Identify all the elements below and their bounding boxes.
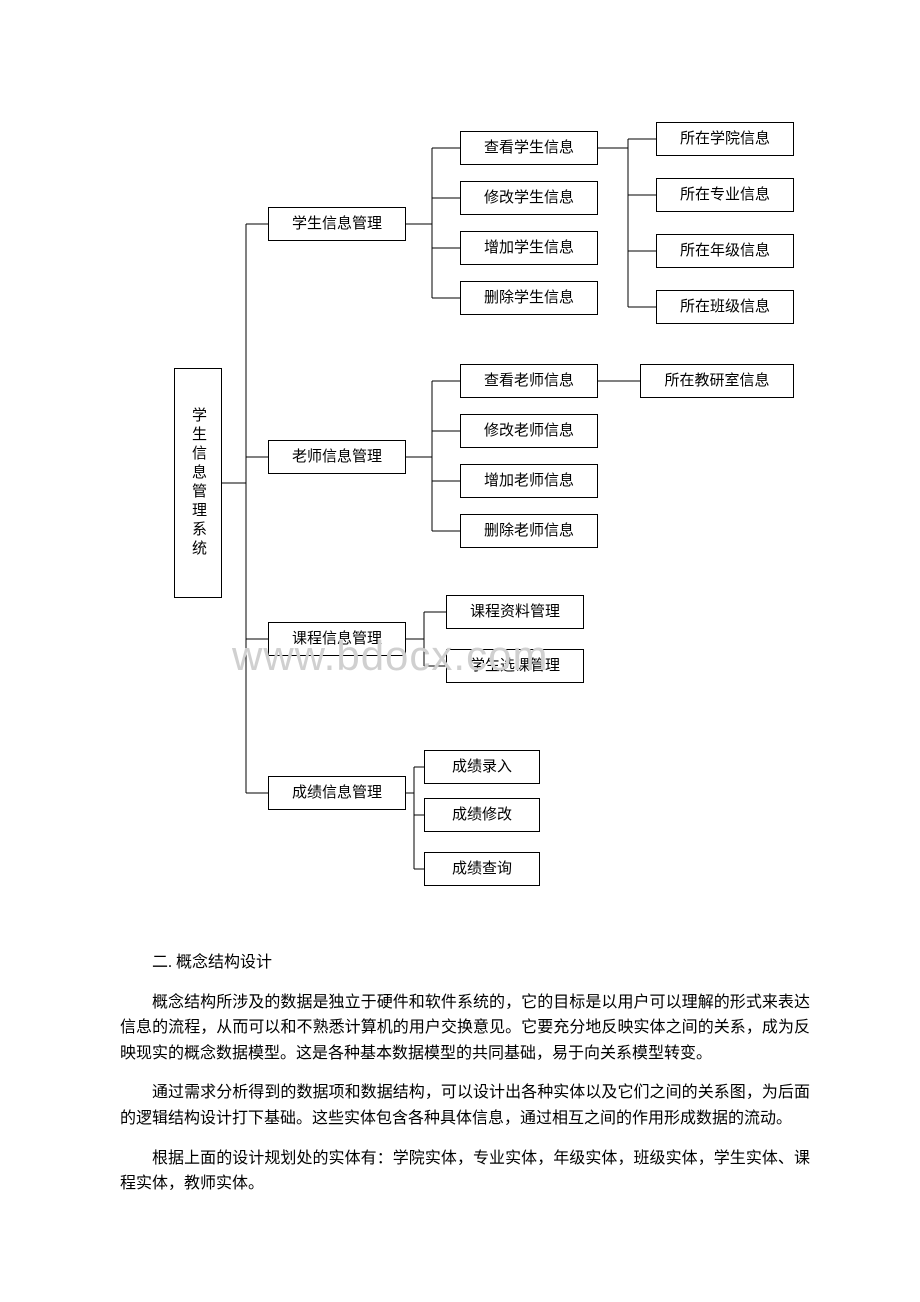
node-s2d: 删除老师信息 <box>460 514 598 548</box>
node-s3b: 学生选课管理 <box>446 649 584 683</box>
node-m4: 成绩信息管理 <box>268 776 406 810</box>
node-label: 学生信息管理系统 <box>189 407 207 559</box>
node-s2b: 修改老师信息 <box>460 414 598 448</box>
node-label: 所在专业信息 <box>680 186 770 204</box>
node-d1: 所在学院信息 <box>656 122 794 156</box>
node-s4c: 成绩查询 <box>424 852 540 886</box>
node-label: 所在教研室信息 <box>664 372 769 390</box>
node-m1: 学生信息管理 <box>268 207 406 241</box>
node-s4a: 成绩录入 <box>424 750 540 784</box>
node-m2: 老师信息管理 <box>268 440 406 474</box>
node-label: 学生信息管理 <box>292 215 382 233</box>
node-label: 查看老师信息 <box>484 372 574 390</box>
node-d3: 所在年级信息 <box>656 234 794 268</box>
node-s2a: 查看老师信息 <box>460 364 598 398</box>
node-root: 学生信息管理系统 <box>174 368 222 598</box>
body-paragraph: 概念结构所涉及的数据是独立于硬件和软件系统的，它的目标是以用户可以理解的形式来表… <box>120 990 810 1067</box>
node-label: 所在年级信息 <box>680 242 770 260</box>
node-s2c: 增加老师信息 <box>460 464 598 498</box>
node-label: 课程资料管理 <box>470 603 560 621</box>
node-label: 删除老师信息 <box>484 522 574 540</box>
node-s1d: 删除学生信息 <box>460 281 598 315</box>
node-label: 成绩修改 <box>452 806 512 824</box>
node-s1b: 修改学生信息 <box>460 181 598 215</box>
node-label: 老师信息管理 <box>292 448 382 466</box>
node-label: 修改学生信息 <box>484 189 574 207</box>
node-d4: 所在班级信息 <box>656 290 794 324</box>
node-label: 查看学生信息 <box>484 139 574 157</box>
diagram-container: 学生信息管理系统 学生信息管理老师信息管理课程信息管理成绩信息管理 查看学生信息修改… <box>0 0 920 920</box>
node-label: 增加老师信息 <box>484 472 574 490</box>
node-label: 删除学生信息 <box>484 289 574 307</box>
paragraphs-container: 概念结构所涉及的数据是独立于硬件和软件系统的，它的目标是以用户可以理解的形式来表… <box>120 990 810 1197</box>
section-heading: 二. 概念结构设计 <box>120 950 810 976</box>
node-label: 所在学院信息 <box>680 130 770 148</box>
body-paragraph: 根据上面的设计规划处的实体有：学院实体，专业实体，年级实体，班级实体，学生实体、… <box>120 1146 810 1197</box>
node-label: 成绩信息管理 <box>292 784 382 802</box>
text-section: 二. 概念结构设计 概念结构所涉及的数据是独立于硬件和软件系统的，它的目标是以用… <box>120 950 810 1211</box>
node-label: 成绩查询 <box>452 860 512 878</box>
node-m3: 课程信息管理 <box>268 622 406 656</box>
node-label: 学生选课管理 <box>470 657 560 675</box>
node-s3a: 课程资料管理 <box>446 595 584 629</box>
node-s1a: 查看学生信息 <box>460 131 598 165</box>
node-label: 修改老师信息 <box>484 422 574 440</box>
node-label: 成绩录入 <box>452 758 512 776</box>
node-s1c: 增加学生信息 <box>460 231 598 265</box>
node-label: 课程信息管理 <box>292 630 382 648</box>
node-label: 增加学生信息 <box>484 239 574 257</box>
node-s4b: 成绩修改 <box>424 798 540 832</box>
node-d5: 所在教研室信息 <box>640 364 794 398</box>
body-paragraph: 通过需求分析得到的数据项和数据结构，可以设计出各种实体以及它们之间的关系图，为后… <box>120 1080 810 1131</box>
node-label: 所在班级信息 <box>680 298 770 316</box>
node-d2: 所在专业信息 <box>656 178 794 212</box>
